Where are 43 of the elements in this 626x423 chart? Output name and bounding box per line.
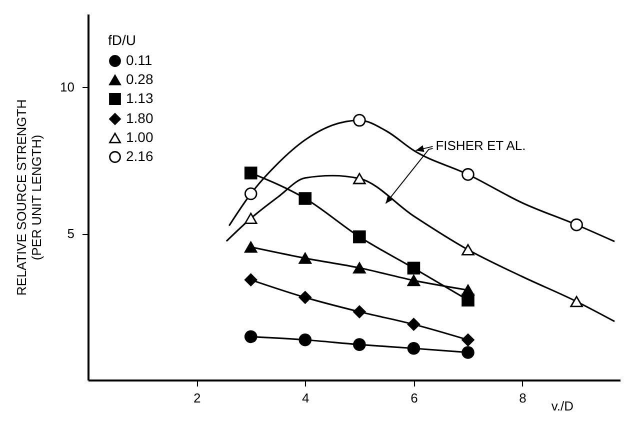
point bbox=[298, 333, 312, 346]
point bbox=[407, 318, 420, 331]
legend-label: 1.13 bbox=[126, 90, 154, 106]
x-tick-label: 2 bbox=[193, 390, 201, 406]
annotation: FISHER ET AL. bbox=[436, 138, 526, 154]
point bbox=[353, 338, 366, 351]
point bbox=[353, 305, 366, 318]
x-axis-title: v./D bbox=[551, 398, 574, 414]
x-tick-label: 4 bbox=[302, 390, 310, 406]
legend-label: 0.28 bbox=[126, 71, 154, 87]
point bbox=[244, 212, 258, 224]
point bbox=[298, 192, 312, 205]
legend-label: 1.80 bbox=[126, 110, 154, 126]
point bbox=[353, 262, 366, 274]
y-axis-title: RELATIVE SOURCE STRENGTH (PER UNIT LENGTH) bbox=[14, 99, 44, 296]
point bbox=[244, 330, 258, 344]
point bbox=[570, 218, 583, 232]
y-tick-label: 10 bbox=[60, 80, 74, 95]
point bbox=[462, 168, 474, 181]
point bbox=[462, 333, 474, 346]
point bbox=[407, 342, 420, 355]
point bbox=[244, 241, 258, 253]
point bbox=[462, 244, 474, 256]
point bbox=[570, 296, 583, 308]
x-tick-label: 8 bbox=[519, 390, 526, 406]
legend-label: 1.00 bbox=[126, 129, 154, 145]
legend-label: 0.11 bbox=[126, 52, 152, 68]
point bbox=[244, 187, 258, 200]
x-tick-label: 6 bbox=[410, 390, 418, 406]
point bbox=[462, 346, 474, 359]
point bbox=[244, 273, 258, 286]
legend-title: fD/U bbox=[108, 32, 136, 48]
point bbox=[353, 230, 366, 244]
point bbox=[353, 114, 366, 127]
point bbox=[298, 291, 312, 304]
point bbox=[407, 274, 420, 286]
point bbox=[244, 166, 258, 180]
point bbox=[462, 294, 474, 306]
point bbox=[407, 262, 420, 275]
point bbox=[298, 252, 312, 264]
y-tick-label: 5 bbox=[67, 226, 74, 242]
point bbox=[353, 172, 366, 184]
legend-label: 2.16 bbox=[126, 148, 154, 164]
